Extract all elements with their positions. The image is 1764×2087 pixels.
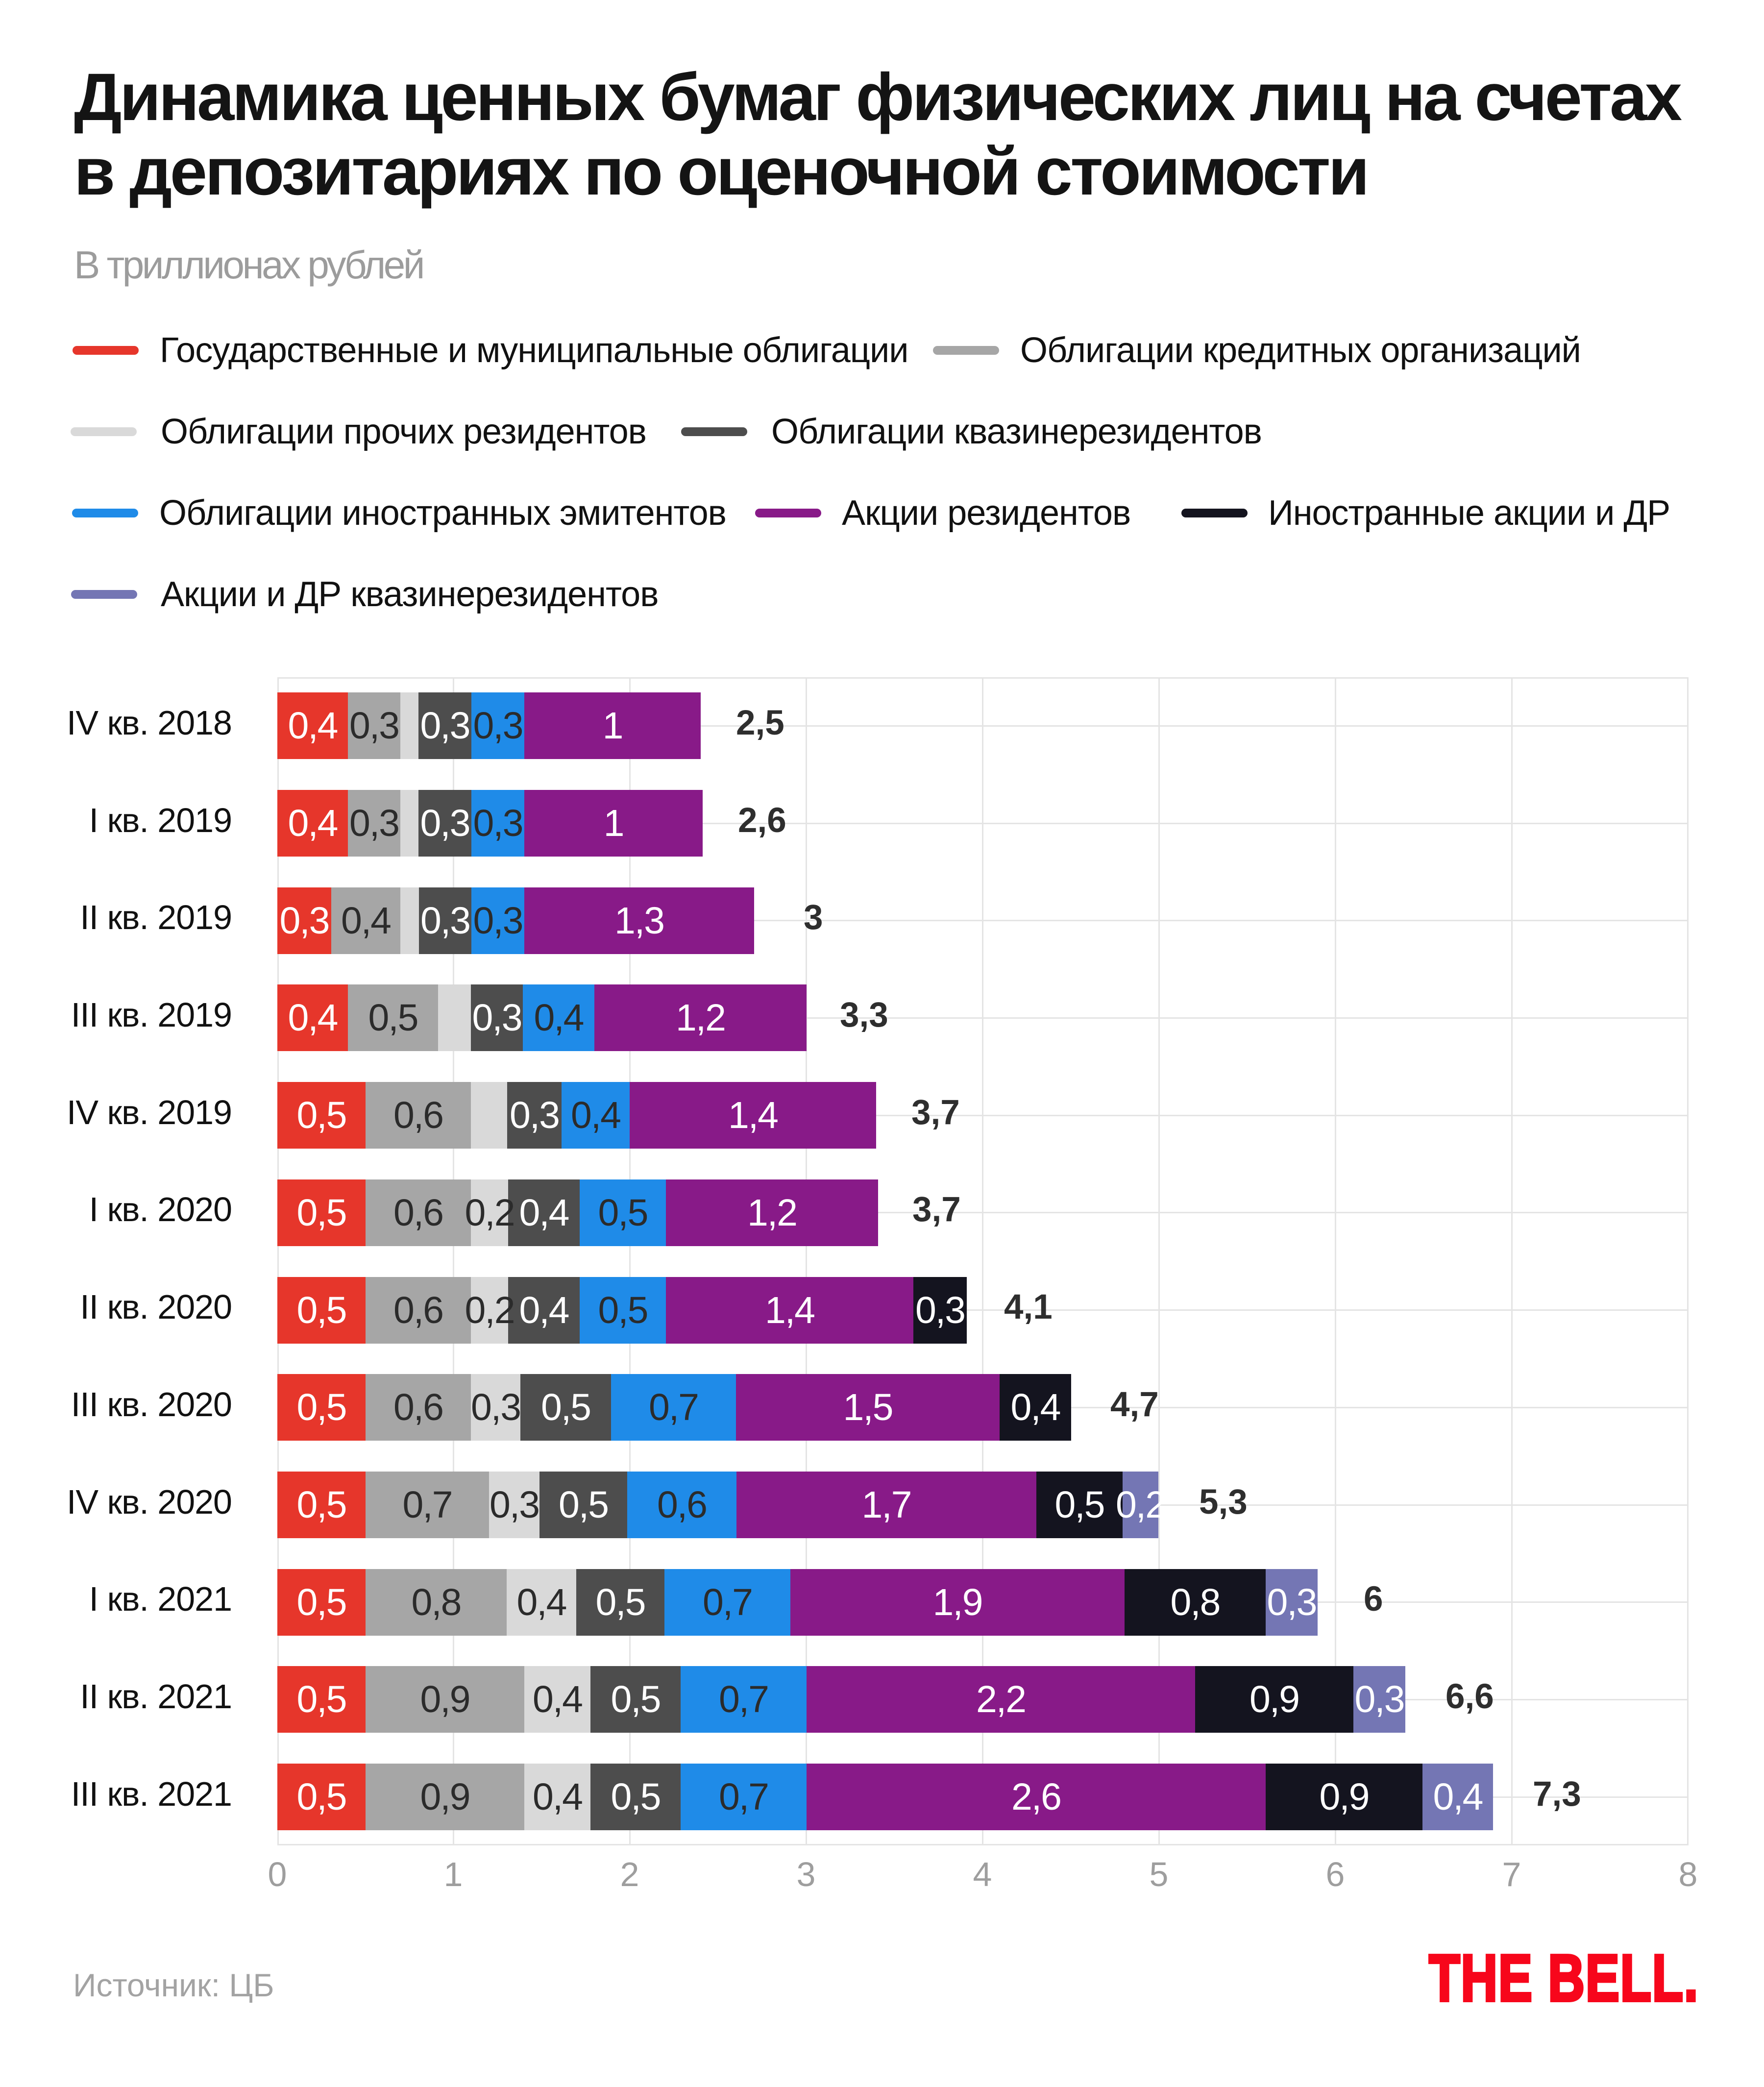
svg-text:THE BELL.: THE BELL.	[1429, 1941, 1699, 2014]
